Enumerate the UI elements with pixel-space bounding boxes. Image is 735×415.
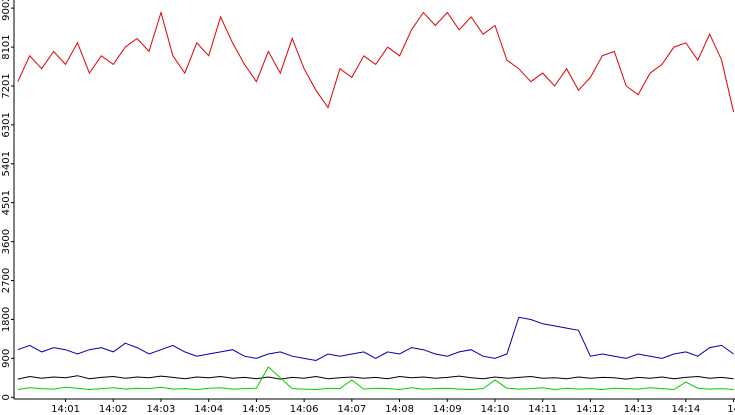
series-line bbox=[17, 10, 735, 113]
x-tick-label: 14 bbox=[727, 404, 735, 415]
series-line bbox=[17, 375, 734, 380]
y-tick-label: 8101 bbox=[1, 34, 12, 59]
y-tick-label: 2700 bbox=[1, 268, 12, 293]
y-tick-label: 9002 bbox=[1, 0, 12, 21]
x-tick-label: 14:12 bbox=[576, 404, 605, 415]
series-line bbox=[17, 366, 734, 391]
x-tick-label: 14:01 bbox=[51, 404, 80, 415]
x-tick-label: 14:13 bbox=[624, 404, 653, 415]
y-tick-label: 4501 bbox=[1, 190, 12, 215]
y-tick-label: 0 bbox=[1, 394, 12, 400]
x-tick-label: 14:03 bbox=[147, 404, 176, 415]
x-tick-label: 14:02 bbox=[99, 404, 128, 415]
x-tick-label: 14:14 bbox=[671, 404, 700, 415]
x-tick-label: 14:07 bbox=[337, 404, 366, 415]
x-tick-label: 14:11 bbox=[528, 404, 557, 415]
y-tick-label: 1800 bbox=[1, 307, 12, 332]
y-tick-label: 3600 bbox=[1, 229, 12, 254]
x-tick-label: 14:09 bbox=[433, 404, 462, 415]
series-line bbox=[17, 316, 734, 362]
y-tick-label: 7201 bbox=[1, 73, 12, 98]
x-tick-label: 14:06 bbox=[290, 404, 319, 415]
x-tick-label: 14:08 bbox=[385, 404, 414, 415]
x-tick-label: 14:04 bbox=[194, 404, 223, 415]
y-tick-label: 6301 bbox=[1, 112, 12, 137]
y-tick-label: 5401 bbox=[1, 151, 12, 176]
x-tick-label: 14:05 bbox=[242, 404, 271, 415]
y-tick-label: 900 bbox=[1, 349, 12, 368]
x-tick-label: 14:10 bbox=[481, 404, 510, 415]
